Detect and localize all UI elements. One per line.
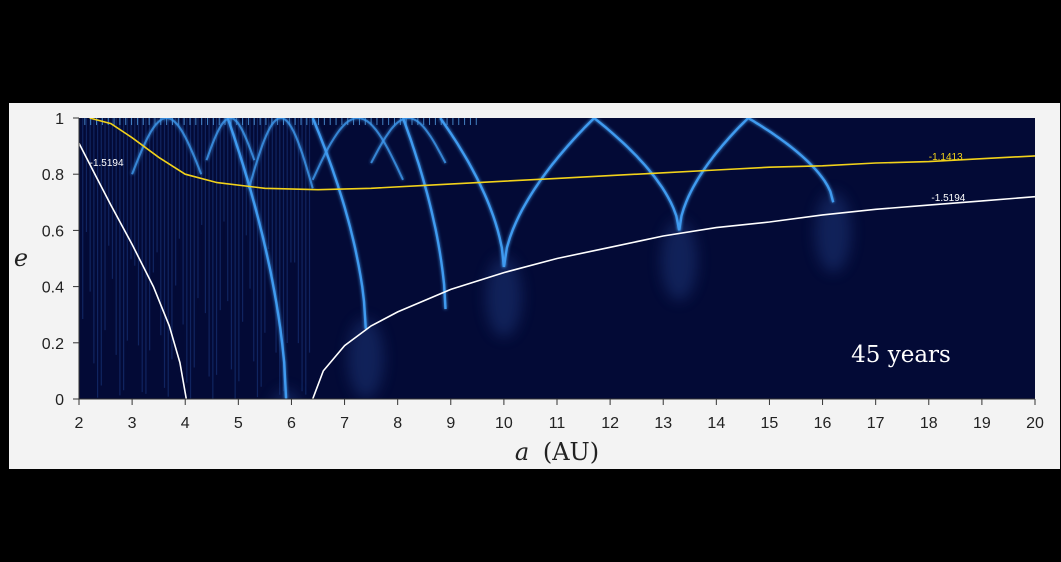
y-tick-label: 0.6 [42,223,64,240]
x-tick-label: 7 [340,415,349,432]
resonance-halo [661,220,698,301]
x-axis-unit: (AU) [543,438,599,466]
x-tick-label: 17 [867,415,885,432]
x-tick-label: 19 [973,415,991,432]
resonance-ridge [226,118,288,399]
x-tick-label: 8 [393,415,402,432]
energy-contour-white [79,142,188,399]
x-tick-label: 3 [128,415,137,432]
contour-label: -1.5194 [90,158,124,169]
resonance-arch [311,118,404,181]
resonance-ridge [678,118,750,231]
x-tick-label: 16 [814,415,832,432]
x-tick-label: 9 [446,415,455,432]
resonance-ridge [747,118,835,203]
contour-label: -1.1413 [929,152,963,163]
x-tick-label: 2 [75,415,84,432]
x-tick-label: 20 [1026,415,1044,432]
x-tick-label: 18 [920,415,938,432]
resonance-arch [370,118,447,164]
x-tick-label: 10 [495,415,513,432]
x-axis-symbol: a [515,438,529,466]
time-annotation: 45 years [851,342,951,368]
resonance-halo [815,192,852,273]
x-axis-title: a (AU) [515,438,599,466]
energy-contour-white [311,195,1035,399]
resonance-arch [248,118,314,189]
resonance-arch [205,118,256,161]
figure-panel: -1.5194 -1.5194 -1.1413 2 3 4 5 6 7 8 9 10 11 12 13 14… [9,103,1060,469]
y-tick-label: 0 [55,392,64,409]
x-tick-label: 11 [549,415,566,432]
y-axis-title: e [14,244,28,272]
x-tick-label: 5 [234,415,243,432]
energy-contour-yellow [89,118,1035,191]
x-tick-label: 4 [181,415,190,432]
resonance-halo [347,318,384,399]
y-tick-label: 1 [55,111,64,128]
x-tick-label: 13 [654,415,672,432]
contour-label: -1.5194 [931,193,965,204]
y-tick-label: 0.8 [42,167,64,184]
resonance-ridge [502,118,596,268]
resonance-ridge [401,118,447,310]
resonance-ridge [439,118,506,268]
x-tick-label: 14 [707,415,725,432]
chart: -1.5194-1.5194-1.1413 2 3 4 5 6 7 8 9 10 11 12 13 14… [14,111,1044,466]
resonance-ridge [593,118,681,231]
resonance-halo [485,256,522,337]
y-tick-label: 0.2 [42,336,64,353]
x-tick-label: 12 [601,415,619,432]
y-tick-label: 0.4 [42,280,64,297]
x-tick-label: 6 [287,415,296,432]
x-tick-label: 15 [761,415,779,432]
